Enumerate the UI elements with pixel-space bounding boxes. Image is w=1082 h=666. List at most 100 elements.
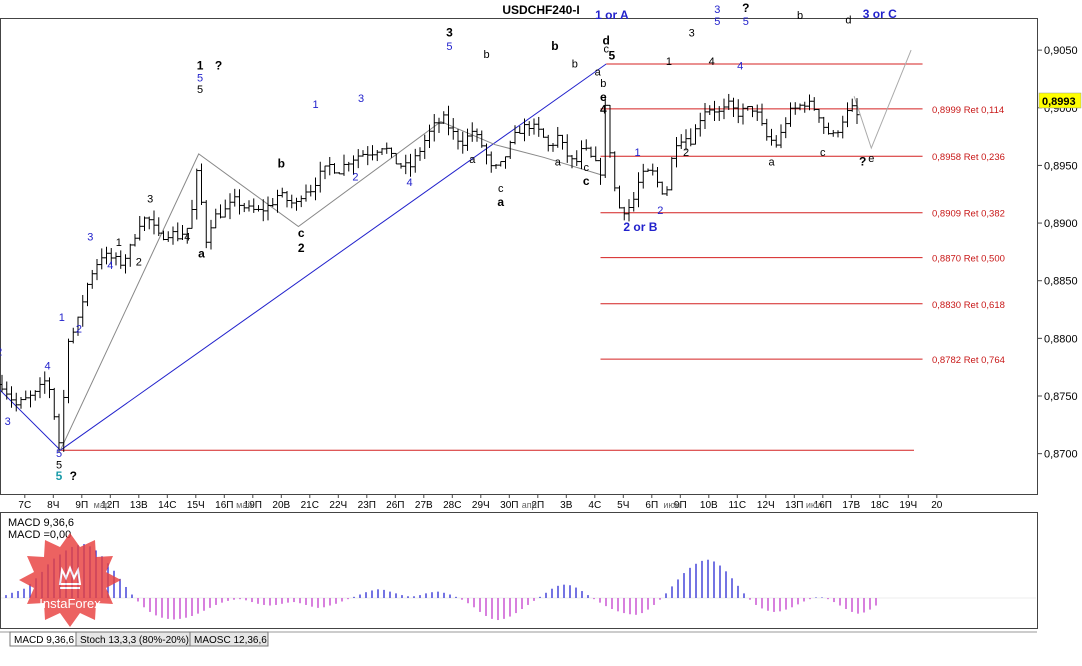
x-tick-label: 19Ч	[899, 500, 917, 511]
x-tick-label: 5Ч	[617, 500, 629, 511]
fib-level-label: 0,8782 Ret 0,764	[932, 355, 1005, 366]
wave-label: b	[797, 10, 803, 22]
tab-stoch[interactable]: Stoch 13,3,3 (80%-20%)	[75, 631, 191, 647]
current-price-tag: 0,8993	[1038, 92, 1082, 109]
wave-label: 5	[56, 469, 63, 483]
x-tick-label: 3В	[560, 500, 573, 511]
wave-label: 1	[666, 56, 672, 68]
wave-label: ?	[70, 469, 77, 483]
wave-label: 2	[683, 147, 689, 159]
macd-header-line-2: MACD =0,00	[8, 529, 71, 541]
x-tick-label: 11С	[728, 500, 746, 511]
wave-label: 2	[76, 324, 82, 336]
x-tick-label: 30П	[500, 500, 518, 511]
wave-label: 3	[87, 231, 93, 243]
x-tick-label: 4С	[588, 500, 601, 511]
x-month-label: май	[236, 500, 252, 510]
wave-label: 2	[657, 205, 663, 217]
x-tick-label: 19П	[244, 500, 262, 511]
wave-label: ?	[215, 59, 222, 73]
time-axis: 7C 8Ч 9П 12П 13В 14С 15Ч 16П 19П 20В 21С 22Ч 23П 26П 2…	[18, 494, 943, 511]
macd-panel-frame	[0, 512, 1038, 629]
x-tick-label: 23П	[358, 500, 376, 511]
price-bars	[0, 93, 860, 453]
wave-label: d	[845, 15, 851, 27]
price-panel-frame	[0, 18, 1038, 495]
wave-label: b	[278, 157, 285, 171]
instaforex-logo: InstaForex	[19, 533, 121, 627]
x-month-label: апр	[522, 500, 537, 510]
wave-label: 2	[298, 241, 305, 255]
wave-label: 1	[634, 147, 640, 159]
wave-label: 2	[352, 171, 358, 183]
wave-label: a	[497, 195, 504, 209]
wave-label: 4	[709, 56, 715, 68]
wave-label: 4	[184, 231, 190, 243]
x-tick-label: 17В	[842, 500, 860, 511]
wave-label: 3	[689, 27, 695, 39]
wave-label: 5	[446, 41, 452, 53]
x-tick-label: 26П	[386, 500, 404, 511]
fibonacci-levels: 0,8999 Ret 0,114 0,8958 Ret 0,236 0,8909 R…	[60, 63, 1005, 451]
y-tick-label: 0,8700	[1044, 449, 1078, 461]
wave-label: 5	[56, 460, 62, 472]
wave-label: c	[498, 183, 504, 195]
wave-label: 5	[197, 84, 203, 96]
fib-level-label: 0,8999 Ret 0,114	[932, 105, 1004, 116]
tab-maosc-label: MAOSC 12,36,6	[194, 635, 267, 646]
macd-header-line-1: MACD 9,36,6	[8, 517, 74, 529]
wave-label: ?	[859, 154, 866, 168]
x-tick-label: 18С	[871, 500, 889, 511]
tab-macd[interactable]: MACD 9,36,6	[9, 631, 77, 647]
x-tick-label: 12Ч	[757, 500, 775, 511]
wave-label: 2 or B	[623, 220, 657, 234]
x-tick-label: 7C	[18, 500, 31, 511]
x-tick-label: 20В	[272, 500, 290, 511]
wave-label: 5	[56, 448, 62, 460]
chart-title: USDCHF240-I	[502, 3, 579, 17]
x-tick-label: 10В	[700, 500, 718, 511]
wave-label: 1	[116, 237, 122, 249]
y-tick-label: 0,9050	[1044, 45, 1078, 57]
wave-label: 5	[609, 48, 616, 62]
wave-label: d	[603, 33, 610, 47]
crown-icon	[58, 565, 82, 589]
wave-label: 5	[197, 72, 203, 84]
wave-label: b	[572, 58, 578, 70]
x-tick-label: 27В	[415, 500, 433, 511]
tab-maosc[interactable]: MAOSC 12,36,6	[189, 631, 269, 647]
wave-label: c	[298, 226, 305, 240]
wave-label: ?	[742, 1, 749, 15]
fib-level-label: 0,8870 Ret 0,500	[932, 254, 1005, 265]
wave-label: 4	[45, 360, 51, 372]
wave-label: 1	[197, 59, 204, 73]
x-tick-label: 9П	[674, 500, 687, 511]
instaforex-seal-icon	[19, 533, 121, 627]
x-month-label: мар	[94, 500, 110, 510]
x-tick-label: 22Ч	[329, 500, 347, 511]
current-price-value: 0,8993	[1042, 96, 1076, 108]
fib-level-label: 0,8830 Ret 0,618	[932, 300, 1005, 311]
x-tick-label: 15Ч	[187, 500, 205, 511]
x-tick-label: 8Ч	[47, 500, 59, 511]
wave-label: c	[584, 162, 590, 174]
wave-label: 3	[147, 193, 153, 205]
x-tick-label: 16П	[215, 500, 233, 511]
wave-label: c	[820, 147, 826, 159]
wave-label: a	[768, 156, 775, 168]
x-tick-label: 16П	[814, 500, 832, 511]
wave-label: 1	[312, 99, 318, 111]
wave-label: c	[583, 174, 590, 188]
y-tick-label: 0,8900	[1044, 218, 1078, 230]
instaforex-brand-text: InstaForex	[39, 596, 101, 611]
wave-label: 3	[5, 416, 11, 428]
y-tick-label: 0,8750	[1044, 391, 1078, 403]
indicator-tabs: MACD 9,36,6 Stoch 13,3,3 (80%-20%) MAOSC…	[0, 631, 1037, 647]
wave-label: e	[600, 90, 607, 104]
x-tick-label: 9П	[75, 500, 88, 511]
wave-label: 4	[107, 260, 113, 272]
wave-labels: 234555?12341234155?abc2123435bacababccad…	[0, 1, 897, 483]
tab-stoch-label: Stoch 13,3,3 (80%-20%)	[80, 635, 189, 646]
